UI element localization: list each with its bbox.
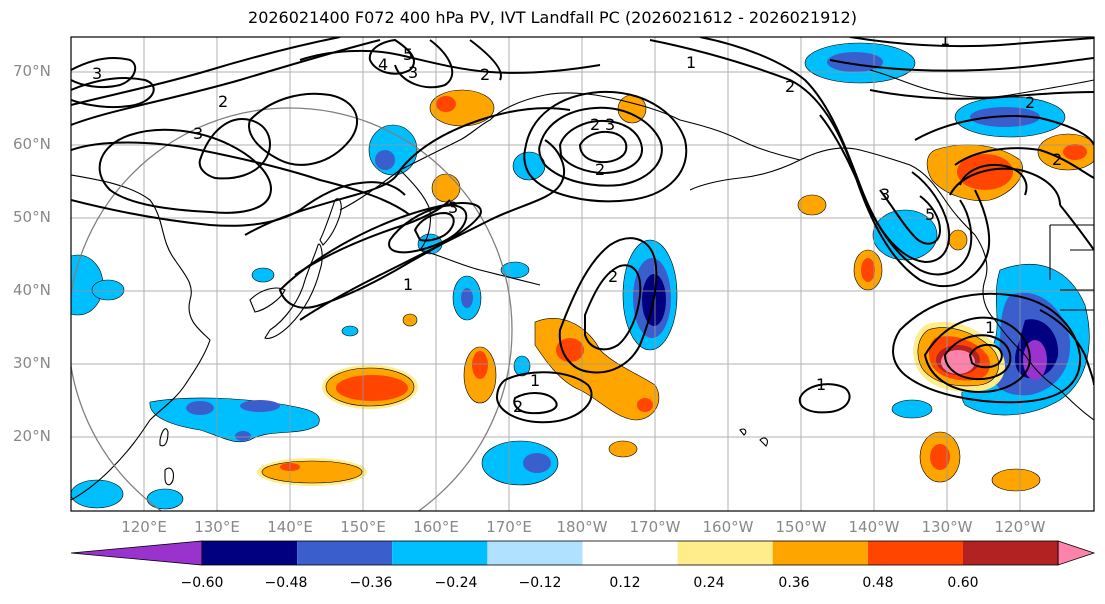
contour-label: 3 <box>408 63 418 82</box>
colorbar-tick-label: −0.48 <box>264 575 308 591</box>
colorbar-tick-label: 0.60 <box>947 575 979 591</box>
contour-labels: 2 3 3 4 5 3 2 1 3 2 3 2 2 1 2 1 1 2 3 5 … <box>92 30 1062 416</box>
colorbar-segment <box>963 541 1059 565</box>
contour-label: 2 <box>595 160 605 179</box>
colorbar-outline <box>201 540 1059 566</box>
lon-label: 180°W <box>556 518 608 536</box>
contour-label: 1 <box>403 275 413 294</box>
contour-label: 2 <box>1052 150 1062 169</box>
contour-label: 2 <box>513 397 523 416</box>
lon-label: 120°E <box>121 518 167 536</box>
colorbar-segment <box>677 541 773 565</box>
contour-label: 2 <box>785 77 795 96</box>
lon-label: 160°E <box>413 518 459 536</box>
lon-label: 130°W <box>921 518 973 536</box>
colorbar-segment <box>297 541 393 565</box>
colorbar-tick-label: 0.12 <box>609 575 641 591</box>
lon-label: 160°W <box>702 518 754 536</box>
lon-label: 140°W <box>848 518 900 536</box>
colorbar-tick-label: 0.24 <box>693 575 725 591</box>
colorbar-extend-low <box>70 540 203 566</box>
colorbar-tick-label: 0.48 <box>862 575 894 591</box>
contour-label: 2 <box>608 267 618 286</box>
lat-label: 70°N <box>13 62 51 80</box>
lon-label: 130°E <box>194 518 240 536</box>
contour-label: 3 <box>92 64 102 83</box>
contour-label: 3 <box>880 185 890 204</box>
lat-label: 20°N <box>13 427 51 445</box>
contour-label: 1 <box>940 30 950 49</box>
contour-label: 2 <box>1025 93 1035 112</box>
contour-label: 2 <box>590 115 600 134</box>
contour-label: 5 <box>403 45 413 64</box>
colorbar-segment <box>772 541 868 565</box>
colorbar-segment <box>202 541 298 565</box>
contour-label: 1 <box>686 53 696 72</box>
contour-label: 3 <box>448 198 458 217</box>
contour-label: 1 <box>816 375 826 394</box>
colorbar-tick-label: −0.12 <box>518 575 562 591</box>
colorbar-tick-label: −0.60 <box>180 575 224 591</box>
colorbar-tick-label: 0.36 <box>778 575 810 591</box>
plot-title: 2026021400 F072 400 hPa PV, IVT Landfall… <box>248 8 857 27</box>
contour-label: 1 <box>985 318 995 337</box>
colorbar-segment <box>392 541 488 565</box>
lon-label: 120°W <box>994 518 1046 536</box>
colorbar-segment <box>582 541 678 565</box>
contour-label: 1 <box>530 371 540 390</box>
map-frame <box>70 36 1095 512</box>
colorbar <box>70 540 1096 566</box>
lon-label: 170°E <box>486 518 532 536</box>
contour-label: 5 <box>925 205 935 224</box>
colorbar-tick-label: −0.36 <box>349 575 393 591</box>
pv-contours <box>71 37 1094 424</box>
lon-label: 140°E <box>267 518 313 536</box>
contour-label: 2 <box>218 92 228 111</box>
colorbar-segment <box>487 541 583 565</box>
lat-label: 30°N <box>13 354 51 372</box>
lon-label: 170°W <box>629 518 681 536</box>
colorbar-segment <box>867 541 963 565</box>
range-circle <box>71 107 513 511</box>
lon-label: 150°W <box>775 518 827 536</box>
colorbar-extend-high <box>1057 540 1096 566</box>
colorbar-tick-label: −0.24 <box>434 575 478 591</box>
lat-label: 50°N <box>13 208 51 226</box>
lat-label: 60°N <box>13 135 51 153</box>
contour-label: 4 <box>378 55 388 74</box>
contour-label: 2 <box>480 65 490 84</box>
contour-label: 3 <box>605 115 615 134</box>
contour-label: 3 <box>193 124 203 143</box>
lat-label: 40°N <box>13 281 51 299</box>
lon-label: 150°E <box>340 518 386 536</box>
